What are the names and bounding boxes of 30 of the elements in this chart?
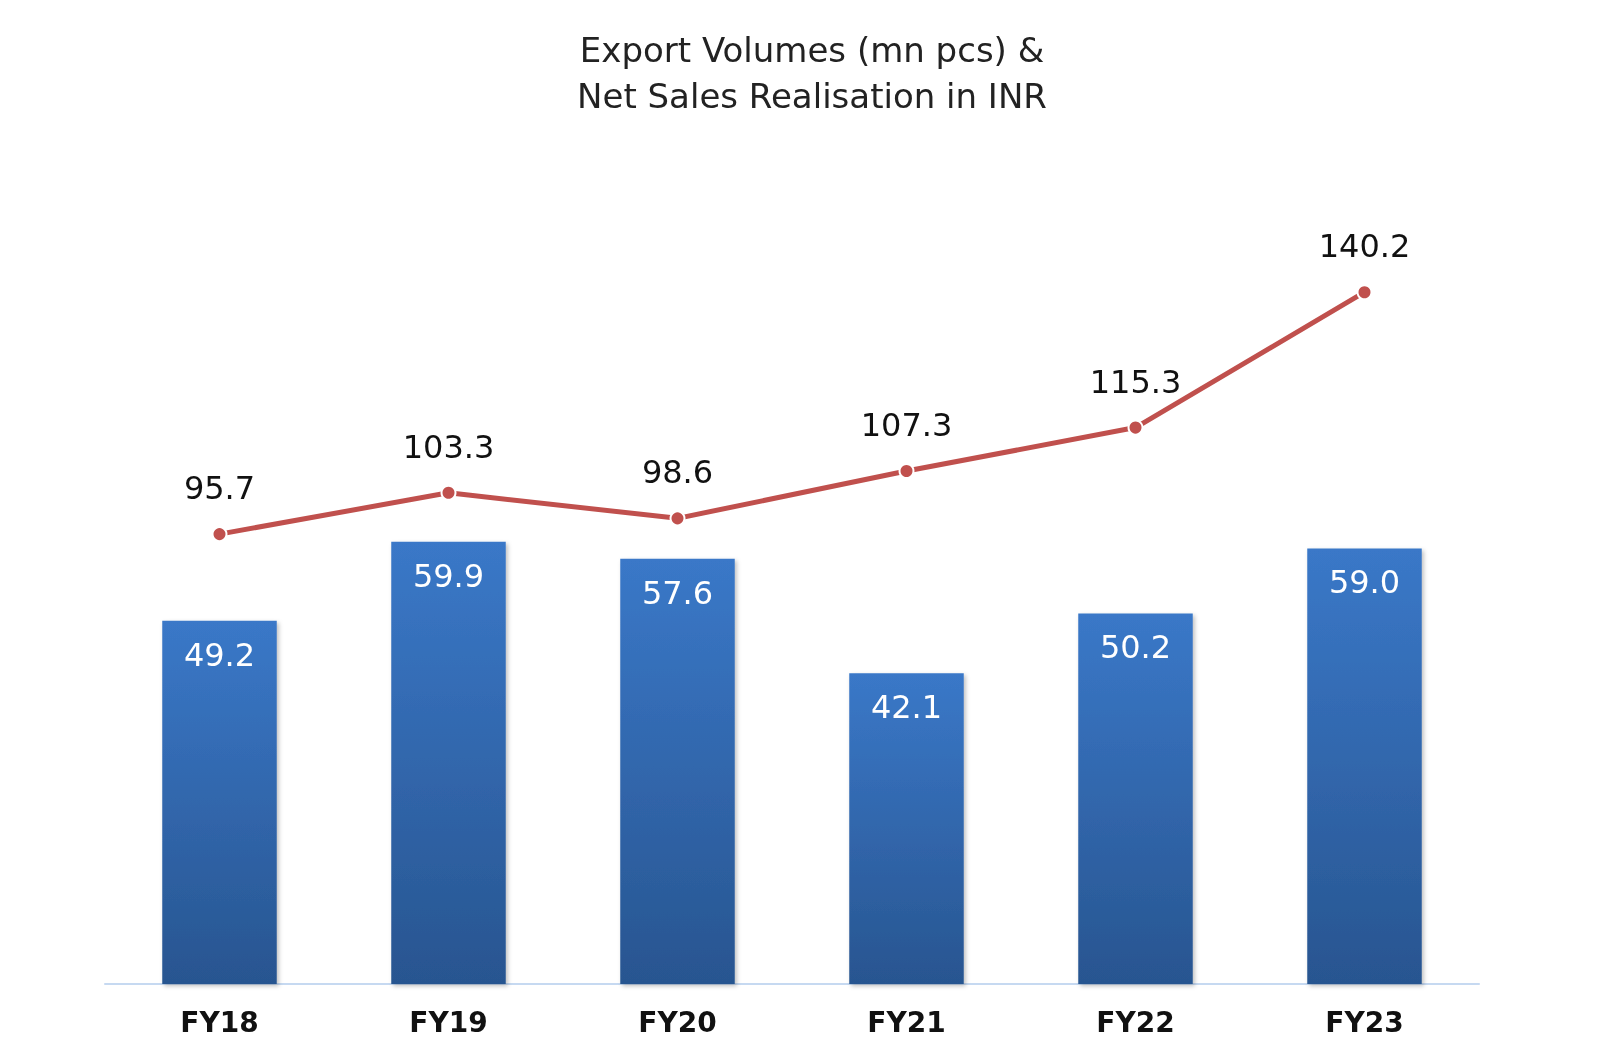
data-label: 95.7 — [183, 469, 256, 508]
x-tick-label: FY19 — [409, 1005, 488, 1039]
data-label: 103.3 — [402, 427, 495, 466]
point — [1127, 419, 1144, 436]
bar — [849, 673, 964, 984]
point — [211, 526, 228, 543]
x-tick-label: FY22 — [1096, 1005, 1175, 1039]
bar — [162, 620, 277, 984]
x-tick-label: FY20 — [638, 1005, 717, 1039]
x-tick-label: FY21 — [867, 1005, 946, 1039]
data-label: 140.2 — [1318, 227, 1411, 266]
data-label: 115.3 — [1089, 362, 1182, 401]
data-label: 59.0 — [1328, 563, 1401, 602]
data-label: 49.2 — [183, 635, 256, 674]
point — [440, 484, 457, 501]
bar — [1078, 613, 1193, 984]
bar — [1307, 548, 1422, 984]
point — [669, 510, 686, 527]
data-label: 42.1 — [870, 688, 943, 727]
data-label: 57.6 — [641, 573, 714, 612]
point — [1356, 284, 1373, 301]
chart-title: Export Volumes (mn pcs) & Net Sales Realisation in INR — [577, 30, 1047, 116]
bar — [620, 558, 735, 984]
x-tick-label: FY18 — [180, 1005, 259, 1039]
data-label: 50.2 — [1099, 628, 1172, 667]
data-label: 98.6 — [641, 453, 714, 492]
bar — [391, 541, 506, 984]
data-label: 59.9 — [412, 556, 485, 595]
x-tick-label: FY23 — [1325, 1005, 1404, 1039]
data-label: 107.3 — [860, 406, 953, 445]
